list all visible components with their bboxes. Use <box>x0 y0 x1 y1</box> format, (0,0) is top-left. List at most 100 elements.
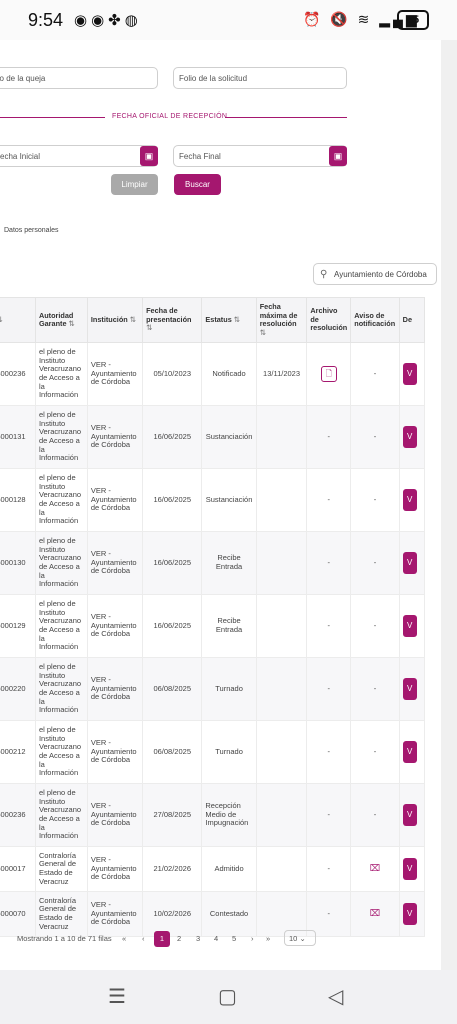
cell-institucion: VER - Ayuntamiento de Córdoba <box>86 891 144 937</box>
cell-institucion: VER - Ayuntamiento de Córdoba <box>86 783 144 847</box>
page-content: lio de la queja Folio de la solicitud FE… <box>0 40 441 970</box>
cell-fecha: 16/06/2025 <box>142 531 203 595</box>
cell-detalle: V <box>398 720 426 784</box>
table-row: 125000131el pleno de Instituto Veracruza… <box>0 405 426 469</box>
last-page-button[interactable]: » <box>266 934 271 943</box>
cell-fecha-max <box>255 720 308 784</box>
cell-institucion: VER - Ayuntamiento de Córdoba <box>86 594 144 658</box>
fecha-final-input[interactable]: Fecha Final <box>173 145 347 167</box>
cell-aviso: - <box>350 342 400 406</box>
calendar-icon[interactable]: ▣ <box>329 146 347 166</box>
cell-archivo: - <box>306 468 352 532</box>
view-detail-button[interactable]: V <box>402 552 417 574</box>
view-detail-button[interactable]: V <box>402 489 417 511</box>
pagination-summary: Mostrando 1 a 10 de 71 filas <box>17 934 112 943</box>
aviso-empty: - <box>373 557 377 567</box>
search-input[interactable]: ⚲ Ayuntamiento de Córdoba <box>313 263 437 285</box>
cell-fecha-max <box>255 468 308 532</box>
cell-fecha: 16/06/2025 <box>142 468 203 532</box>
limpiar-button[interactable]: Limpiar <box>111 174 158 195</box>
cell-detalle: V <box>398 405 426 469</box>
back-icon[interactable]: ◁ <box>328 986 344 1008</box>
page-5-button[interactable]: 5 <box>232 934 237 943</box>
cell-institucion: VER - Ayuntamiento de Córdoba <box>86 531 144 595</box>
cell-fecha: 05/10/2023 <box>142 342 203 406</box>
first-page-button[interactable]: « <box>122 934 127 943</box>
per-page-select[interactable]: 10 ⌄ <box>284 930 316 946</box>
cell-detalle: V <box>398 657 426 721</box>
document-icon[interactable]: 🗋 <box>320 366 337 382</box>
cell-archivo: - <box>306 405 352 469</box>
view-detail-button[interactable]: V <box>402 363 417 385</box>
cell-estatus: Recibe Entrada <box>201 531 257 595</box>
page-1-button[interactable]: 1 <box>154 931 170 947</box>
view-detail-button[interactable]: V <box>402 615 417 637</box>
cell-detalle: V <box>398 891 426 937</box>
next-page-button[interactable]: › <box>251 934 254 943</box>
col-aviso: Aviso de notificación <box>350 297 400 343</box>
archivo-empty: - <box>327 557 331 567</box>
page-3-button[interactable]: 3 <box>196 934 201 943</box>
divider-left <box>0 117 105 118</box>
cell-fecha: 06/08/2025 <box>142 720 203 784</box>
col-archivo: Archivo de resolución <box>306 297 352 343</box>
cell-fecha: 06/08/2025 <box>142 657 203 721</box>
cell-folio: 125000220 <box>0 657 36 721</box>
aviso-empty: - <box>373 746 377 756</box>
view-detail-button[interactable]: V <box>402 804 417 826</box>
cell-estatus: Turnado <box>201 720 257 784</box>
page-2-button[interactable]: 2 <box>177 934 182 943</box>
col-fecha-presentacion[interactable]: Fecha de presentación ⇅ <box>142 297 203 343</box>
col-fecha-maxima[interactable]: Fecha máxima de resolución ⇅ <box>255 297 308 343</box>
cell-aviso: - <box>350 468 400 532</box>
search-value: Ayuntamiento de Córdoba <box>334 270 427 279</box>
table-row: 125000128el pleno de Instituto Veracruza… <box>0 468 426 532</box>
folio-solicitud-input[interactable]: Folio de la solicitud <box>173 67 347 89</box>
cell-institucion: VER - Ayuntamiento de Córdoba <box>86 720 144 784</box>
view-detail-button[interactable]: V <box>402 426 417 448</box>
archivo-empty: - <box>327 908 331 918</box>
cell-autoridad: el pleno de Instituto Veracruzano de Acc… <box>34 783 88 847</box>
archivo-empty: - <box>327 746 331 756</box>
cell-estatus: Recibe Entrada <box>201 594 257 658</box>
cell-fecha-max <box>255 405 308 469</box>
col-institucion[interactable]: Institución ⇅ <box>86 297 144 343</box>
view-detail-button[interactable]: V <box>402 741 417 763</box>
cell-detalle: V <box>398 342 426 406</box>
notification-icon[interactable]: ⌧ <box>369 863 381 874</box>
cell-archivo: - <box>306 846 352 892</box>
cell-estatus: Sustanciación <box>201 468 257 532</box>
recents-icon[interactable]: ☰ <box>108 986 126 1008</box>
cell-aviso: - <box>350 720 400 784</box>
page-4-button[interactable]: 4 <box>214 934 219 943</box>
prev-page-button[interactable]: ‹ <box>142 934 145 943</box>
cell-aviso: - <box>350 405 400 469</box>
view-detail-button[interactable]: V <box>402 678 417 700</box>
view-detail-button[interactable]: V <box>402 858 417 880</box>
notification-icon[interactable]: ⌧ <box>369 908 381 919</box>
buscar-button[interactable]: Buscar <box>174 174 221 195</box>
chevron-down-icon: ⌄ <box>299 934 306 943</box>
view-detail-button[interactable]: V <box>402 903 417 925</box>
cell-autoridad: Contraloría General de Estado de Veracru… <box>34 846 88 892</box>
scrollbar[interactable] <box>441 40 457 970</box>
cell-institucion: VER - Ayuntamiento de Córdoba <box>86 342 144 406</box>
calendar-icon[interactable]: ▣ <box>140 146 158 166</box>
status-time: 9:54 <box>28 10 64 30</box>
cell-fecha-max <box>255 783 308 847</box>
col-autoridad[interactable]: Autoridad Garante ⇅ <box>34 297 88 343</box>
cell-archivo: - <box>306 783 352 847</box>
status-bar: 9:54 ◉◉✤◍ ⏰ 🔇 ≋ ▂▄▆ 85 <box>0 0 457 40</box>
search-icon: ⚲ <box>320 269 328 280</box>
col-estatus[interactable]: Estatus ⇅ <box>201 297 257 343</box>
cell-archivo: - <box>306 531 352 595</box>
fecha-inicial-input[interactable]: echa Inicial <box>0 145 158 167</box>
notification-icons: ◉◉✤◍ <box>74 12 142 29</box>
cell-estatus: Contestado <box>201 891 257 937</box>
home-icon[interactable]: ▢ <box>218 986 237 1008</box>
cell-detalle: V <box>398 531 426 595</box>
col-folio[interactable]: io ⇅ <box>0 297 36 343</box>
cell-detalle: V <box>398 468 426 532</box>
folio-queja-input[interactable]: lio de la queja <box>0 67 158 89</box>
cell-autoridad: el pleno de Instituto Veracruzano de Acc… <box>34 720 88 784</box>
